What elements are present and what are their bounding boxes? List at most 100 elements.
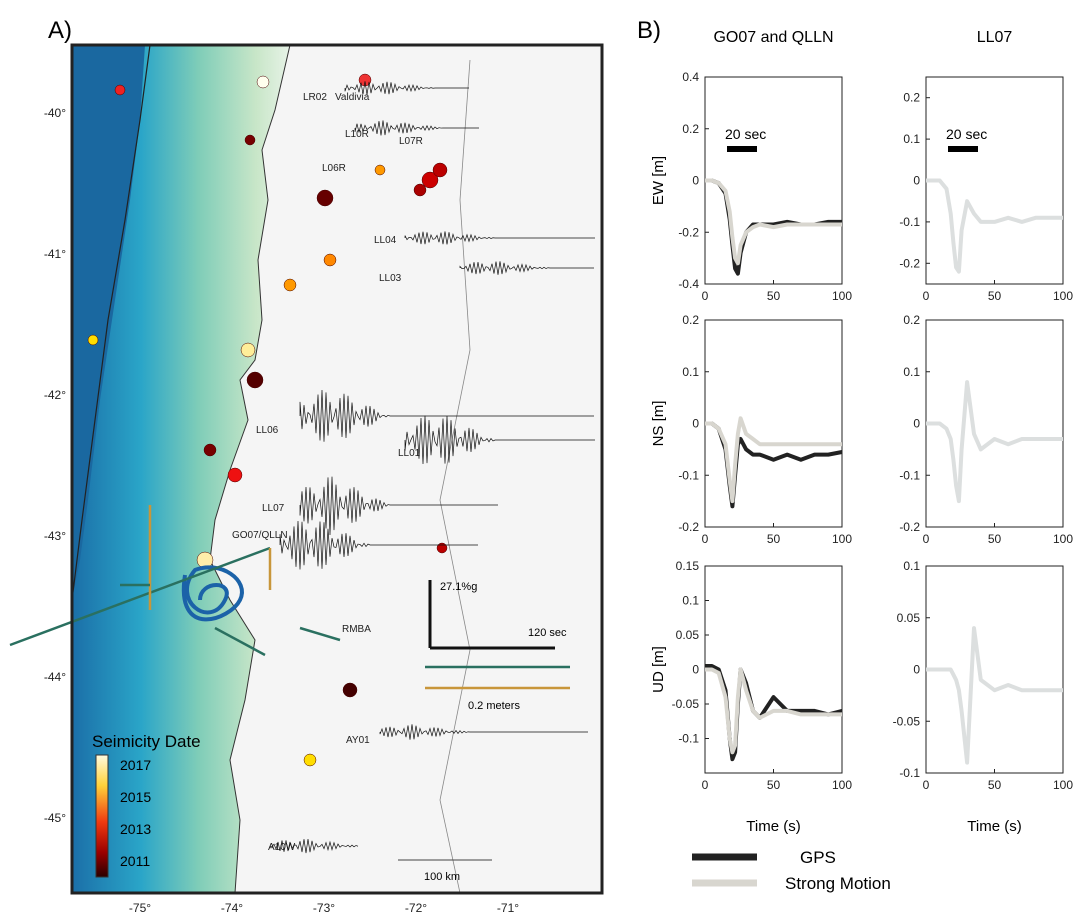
land bbox=[210, 45, 602, 893]
station-label: LL01 bbox=[398, 448, 421, 459]
station-label: AY01 bbox=[346, 735, 370, 746]
x-tick-label: 50 bbox=[767, 532, 781, 546]
y-tick-label: 0 bbox=[913, 663, 920, 677]
y-tick-label: -0.1 bbox=[899, 215, 920, 229]
colorbar bbox=[96, 755, 108, 877]
y-tick-label: -0.4 bbox=[678, 277, 699, 291]
x-tick-label: 100 bbox=[1053, 532, 1073, 546]
station-label: LR02 bbox=[303, 92, 327, 103]
legend-label: Strong Motion bbox=[785, 874, 891, 893]
line-chart: -0.1-0.0500.050.10.15050100UD [m]Time (s… bbox=[650, 559, 852, 835]
y-tick-label: 0 bbox=[692, 174, 699, 188]
y-tick-label: 0.2 bbox=[682, 313, 699, 327]
y-tick-label: 0.1 bbox=[682, 594, 699, 608]
station-label: L06R bbox=[322, 163, 346, 174]
line-chart: -0.2-0.100.10.2050100NS [m] bbox=[650, 313, 852, 546]
lat-tick-label: -40° bbox=[44, 106, 66, 120]
line-chart: -0.2 -0.1 0 0.1 0.2 0 50 100 bbox=[899, 313, 1073, 546]
station-label: LL06 bbox=[256, 425, 279, 436]
x-tick-label: 0 bbox=[702, 532, 709, 546]
column-title: LL07 bbox=[977, 29, 1013, 46]
map-panel bbox=[10, 45, 602, 893]
y-tick-label: 0.4 bbox=[682, 70, 699, 84]
x-tick-label: 0 bbox=[923, 778, 930, 792]
x-tick-label: 50 bbox=[767, 778, 781, 792]
x-tick-label: 100 bbox=[832, 778, 852, 792]
station-label: L07R bbox=[399, 136, 423, 147]
colorbar-tick-label: 2017 bbox=[120, 757, 151, 773]
lon-tick-label: -71° bbox=[497, 901, 519, 915]
lon-tick-label: -74° bbox=[221, 901, 243, 915]
y-tick-label: -0.1 bbox=[899, 766, 920, 780]
y-tick-label: -0.1 bbox=[678, 468, 699, 482]
y-tick-label: -0.2 bbox=[678, 225, 699, 239]
lat-tick-label: -42° bbox=[44, 388, 66, 402]
colorbar-tick-label: 2013 bbox=[120, 821, 151, 837]
x-tick-label: 50 bbox=[988, 532, 1002, 546]
x-tick-label: 100 bbox=[832, 289, 852, 303]
plot-frame bbox=[705, 320, 842, 527]
displacement-label: 0.2 meters bbox=[468, 700, 520, 712]
y-axis-label: UD [m] bbox=[650, 646, 667, 693]
y-tick-label: 0 bbox=[692, 663, 699, 677]
series-line bbox=[926, 382, 1063, 501]
y-tick-label: 0.1 bbox=[903, 132, 920, 146]
panel-label: B) bbox=[637, 17, 661, 44]
station-label: LL07 bbox=[262, 503, 285, 514]
column-title: GO07 and QLLN bbox=[713, 29, 833, 46]
legend-label: GPS bbox=[800, 848, 836, 867]
y-tick-label: 0.1 bbox=[903, 365, 920, 379]
y-tick-label: -0.05 bbox=[893, 714, 921, 728]
y-tick-label: 0.1 bbox=[682, 365, 699, 379]
lat-tick-label: -41° bbox=[44, 247, 66, 261]
y-tick-label: 0 bbox=[913, 174, 920, 188]
y-tick-label: -0.1 bbox=[899, 468, 920, 482]
distance-label: 100 km bbox=[424, 871, 460, 883]
x-axis-label: Time (s) bbox=[967, 818, 1021, 835]
time-scale-label: 120 sec bbox=[528, 627, 567, 639]
y-tick-label: 0.05 bbox=[897, 611, 921, 625]
x-tick-label: 0 bbox=[923, 289, 930, 303]
figure: A) B) -75° -74° -73° -72° -71° -40° -41° -42° -4… bbox=[0, 0, 1086, 917]
x-tick-label: 0 bbox=[702, 778, 709, 792]
station-label: GO07/QLLN bbox=[232, 530, 288, 541]
lon-tick-label: -73° bbox=[313, 901, 335, 915]
lon-tick-label: -75° bbox=[129, 901, 151, 915]
colorbar-tick-label: 2011 bbox=[120, 853, 150, 869]
lat-tick-label: -43° bbox=[44, 529, 66, 543]
y-tick-label: -0.2 bbox=[899, 520, 920, 534]
x-tick-label: 50 bbox=[988, 778, 1002, 792]
y-tick-label: -0.1 bbox=[678, 732, 699, 746]
y-tick-label: 0.05 bbox=[676, 628, 700, 642]
lon-tick-label: -72° bbox=[405, 901, 427, 915]
colorbar-tick-label: 2015 bbox=[120, 789, 151, 805]
series-line bbox=[926, 181, 1063, 272]
amplitude-label: 27.1%g bbox=[440, 581, 477, 593]
legend-title: Seimicity Date bbox=[92, 732, 201, 751]
y-axis-label: EW [m] bbox=[650, 156, 667, 205]
x-tick-label: 50 bbox=[767, 289, 781, 303]
plot-frame bbox=[705, 77, 842, 284]
y-tick-label: 0.2 bbox=[903, 91, 920, 105]
x-tick-label: 100 bbox=[1053, 778, 1073, 792]
y-tick-label: 0 bbox=[913, 417, 920, 431]
lat-tick-label: -44° bbox=[44, 670, 66, 684]
station-label: RMBA bbox=[342, 624, 371, 635]
annotation: 20 sec bbox=[725, 126, 766, 142]
plot-frame bbox=[705, 566, 842, 773]
station-label: L10R bbox=[345, 129, 369, 140]
y-tick-label: 0.2 bbox=[682, 122, 699, 136]
y-tick-label: 0 bbox=[692, 417, 699, 431]
y-tick-label: -0.05 bbox=[672, 697, 700, 711]
y-tick-label: -0.2 bbox=[899, 256, 920, 270]
y-tick-label: 0.2 bbox=[903, 313, 920, 327]
y-tick-label: 0.1 bbox=[903, 559, 920, 573]
panel-label: A) bbox=[48, 17, 72, 44]
plot-frame bbox=[926, 320, 1063, 527]
station-label: Valdivia bbox=[335, 92, 370, 103]
y-axis-label: NS [m] bbox=[650, 401, 667, 447]
annotation: 20 sec bbox=[946, 126, 987, 142]
y-tick-label: -0.2 bbox=[678, 520, 699, 534]
x-tick-label: 0 bbox=[923, 532, 930, 546]
